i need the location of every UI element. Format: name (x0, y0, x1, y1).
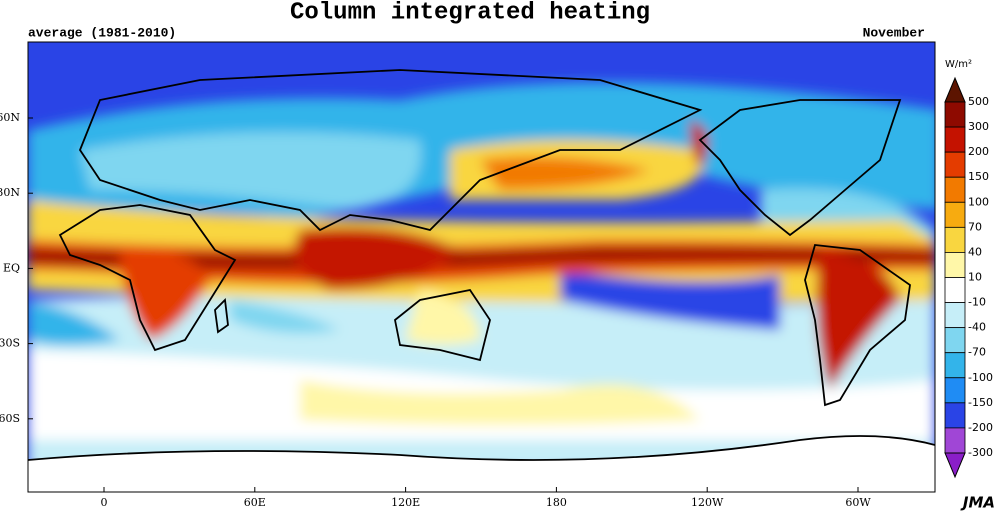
colorbar-box (944, 101, 966, 128)
lon-label: 120E (391, 496, 420, 509)
lat-label: 30N (0, 186, 20, 199)
lat-label: 60N (0, 111, 20, 124)
colorbar-box (944, 126, 966, 153)
colorbar-label: 70 (968, 220, 982, 233)
colorbar-label: 150 (968, 170, 989, 183)
lat-label: 60S (0, 412, 20, 425)
colorbar-label: -300 (968, 446, 993, 459)
colorbar-label: 10 (968, 270, 982, 283)
lon-label: 0 (101, 496, 108, 509)
colorbar-box (944, 302, 966, 329)
colorbar-arrow-bottom (944, 452, 966, 479)
coastlines (28, 69, 935, 461)
colorbar-label: -200 (968, 421, 993, 434)
month: November (863, 25, 925, 40)
colorbar-box (944, 277, 966, 303)
colorbar-arrow-top (944, 76, 966, 103)
colorbar-label: 40 (968, 245, 982, 258)
title: Column integrated heating (290, 0, 650, 26)
lon-label: 60E (244, 496, 266, 509)
colorbar-label: -40 (968, 321, 986, 334)
colorbar-label: 100 (968, 195, 989, 208)
colorbar-label: 200 (968, 145, 989, 158)
colorbar-label: -100 (968, 371, 993, 384)
lon-label: 120W (691, 496, 724, 509)
colorbar-unit: W/m² (945, 59, 972, 70)
colorbar-label: 300 (968, 120, 989, 133)
lon-label: 60W (845, 496, 871, 509)
map-frame (27, 41, 936, 493)
subtitle: average (1981-2010) (28, 25, 176, 40)
colorbar-label: -10 (968, 296, 986, 309)
colorbar-box (944, 201, 966, 228)
lat-label: 30S (0, 337, 20, 350)
colorbar-box (944, 226, 966, 253)
lat-label: EQ (3, 261, 20, 274)
lon-label: 180 (546, 496, 567, 509)
colorbar: 500 300 200 150 100 70 40 10 -10 -40 -70 -100 -150 -2… (944, 76, 993, 479)
colorbar-box (944, 151, 966, 178)
colorbar-box (944, 327, 966, 354)
colorbar-box (944, 252, 966, 278)
credit: JMA (960, 494, 995, 512)
colorbar-box (944, 352, 966, 379)
colorbar-label: 500 (968, 95, 989, 108)
colorbar-box (944, 402, 966, 429)
colorbar-box (944, 377, 966, 404)
colorbar-box (944, 427, 966, 454)
colorbar-label: -70 (968, 346, 986, 359)
colorbar-box (944, 176, 966, 203)
map-field (28, 42, 935, 492)
colorbar-label: -150 (968, 396, 993, 409)
axes: 60N 30N EQ 30S 60S 0 60E 120E 180 120W 60W (0, 111, 871, 509)
